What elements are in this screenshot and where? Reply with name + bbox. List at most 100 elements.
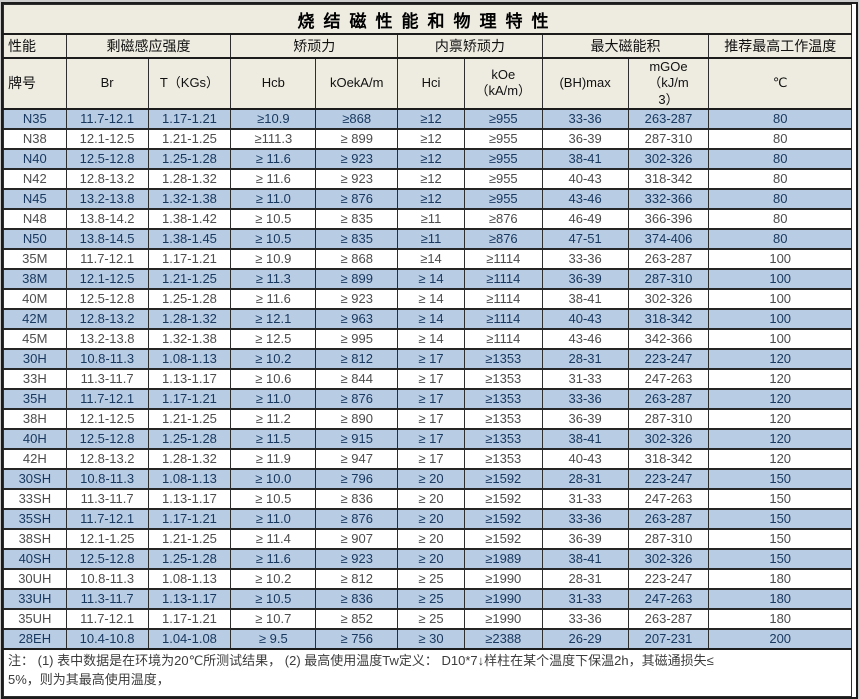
value-cell: 247-263 bbox=[627, 487, 710, 510]
value-cell: ≥11 bbox=[397, 227, 465, 250]
value-cell: ≥ 923 bbox=[315, 147, 399, 170]
value-cell: 200 bbox=[708, 627, 852, 650]
table-row: 38H 12.1-12.5 1.21-1.25 ≥ 11.2 ≥ 890 ≥ 17 ≥135… bbox=[3, 407, 852, 430]
value-cell: 80 bbox=[708, 127, 852, 150]
value-cell: 1.17-1.21 bbox=[147, 387, 232, 410]
value-cell: ≥ 14 bbox=[397, 267, 465, 290]
grade-cell: 38SH bbox=[3, 527, 67, 550]
header-hcb: Hcb bbox=[230, 57, 317, 110]
value-cell: 1.28-1.32 bbox=[147, 307, 232, 330]
value-cell: 1.32-1.38 bbox=[147, 187, 232, 210]
value-cell: 10.8-11.3 bbox=[65, 567, 149, 590]
grade-cell: N35 bbox=[3, 107, 67, 130]
value-cell: ≥ 947 bbox=[315, 447, 399, 470]
grade-cell: 35H bbox=[3, 387, 67, 410]
value-cell: 1.21-1.25 bbox=[147, 267, 232, 290]
value-cell: 80 bbox=[708, 187, 852, 210]
grade-cell: 45M bbox=[3, 327, 67, 350]
value-cell: ≥ 876 bbox=[315, 507, 399, 530]
value-cell: 263-287 bbox=[627, 387, 710, 410]
grade-cell: 40SH bbox=[3, 547, 67, 570]
grade-cell: 35SH bbox=[3, 507, 67, 530]
value-cell: 12.5-12.8 bbox=[65, 427, 149, 450]
value-cell: 11.7-12.1 bbox=[65, 607, 149, 630]
table-row: 35UH 11.7-12.1 1.17-1.21 ≥ 10.7 ≥ 852 ≥ 25 ≥19… bbox=[3, 607, 852, 630]
value-cell: ≥ 14 bbox=[397, 287, 465, 310]
value-cell: 263-287 bbox=[627, 507, 710, 530]
table-row: 33H 11.3-11.7 1.13-1.17 ≥ 10.6 ≥ 844 ≥ 17 ≥135… bbox=[3, 367, 852, 390]
value-cell: 28-31 bbox=[541, 347, 629, 370]
value-cell: 13.8-14.2 bbox=[65, 207, 149, 230]
value-cell: ≥ 835 bbox=[315, 227, 399, 250]
header-group-remanence: 剩磁感应强度 bbox=[65, 33, 232, 59]
value-cell: 263-287 bbox=[627, 107, 710, 130]
value-cell: 287-310 bbox=[627, 127, 710, 150]
table-row: 35SH 11.7-12.1 1.17-1.21 ≥ 11.0 ≥ 876 ≥ 20 ≥15… bbox=[3, 507, 852, 530]
value-cell: ≥ 10.7 bbox=[230, 607, 317, 630]
value-cell: ≥11 bbox=[397, 207, 465, 230]
value-cell: ≥ 812 bbox=[315, 567, 399, 590]
value-cell: 100 bbox=[708, 327, 852, 350]
value-cell: 31-33 bbox=[541, 587, 629, 610]
table-row: 38SH 12.1-1.25 1.21-1.25 ≥ 11.4 ≥ 907 ≥ 20 ≥15… bbox=[3, 527, 852, 550]
grade-cell: 42M bbox=[3, 307, 67, 330]
value-cell: ≥ 10.5 bbox=[230, 487, 317, 510]
value-cell: ≥ 17 bbox=[397, 387, 465, 410]
value-cell: 10.8-11.3 bbox=[65, 467, 149, 490]
title-row: 烧结磁性能和物理特性 bbox=[3, 4, 852, 35]
value-cell: 120 bbox=[708, 407, 852, 430]
header-bhmax: (BH)max bbox=[541, 57, 629, 110]
value-cell: 80 bbox=[708, 107, 852, 130]
value-cell: ≥1114 bbox=[463, 287, 543, 310]
table-header: 烧结磁性能和物理特性 性能 剩磁感应强度 矫顽力 内禀矫顽力 最大磁能积 推荐最… bbox=[3, 4, 852, 110]
value-cell: ≥1592 bbox=[463, 527, 543, 550]
table-row: 42H 12.8-13.2 1.28-1.32 ≥ 11.9 ≥ 947 ≥ 17 ≥135… bbox=[3, 447, 852, 470]
value-cell: ≥ 899 bbox=[315, 127, 399, 150]
value-cell: ≥ 836 bbox=[315, 487, 399, 510]
value-cell: ≥955 bbox=[463, 127, 543, 150]
value-cell: ≥ 10.5 bbox=[230, 587, 317, 610]
value-cell: ≥2388 bbox=[463, 627, 543, 650]
value-cell: 120 bbox=[708, 447, 852, 470]
header-group-coercivity: 矫顽力 bbox=[230, 33, 399, 59]
value-cell: ≥ 10.9 bbox=[230, 247, 317, 270]
value-cell: ≥12 bbox=[397, 107, 465, 130]
value-cell: 302-326 bbox=[627, 287, 710, 310]
value-cell: 1.08-1.13 bbox=[147, 347, 232, 370]
value-cell: ≥ 11.0 bbox=[230, 507, 317, 530]
value-cell: 33-36 bbox=[541, 507, 629, 530]
grade-cell: 35M bbox=[3, 247, 67, 270]
table-footer: 注： (1) 表中数据是在环境为20℃所测试结果， (2) 最高使用温度Tw定义… bbox=[3, 647, 852, 697]
value-cell: ≥1114 bbox=[463, 247, 543, 270]
value-cell: 38-41 bbox=[541, 427, 629, 450]
note-row: 注： (1) 表中数据是在环境为20℃所测试结果， (2) 最高使用温度Tw定义… bbox=[3, 647, 852, 697]
value-cell: 1.17-1.21 bbox=[147, 607, 232, 630]
value-cell: 1.38-1.42 bbox=[147, 207, 232, 230]
value-cell: ≥ 868 bbox=[315, 247, 399, 270]
header-hci: Hci bbox=[397, 57, 465, 110]
value-cell: ≥1114 bbox=[463, 307, 543, 330]
value-cell: 100 bbox=[708, 287, 852, 310]
value-cell: 11.3-11.7 bbox=[65, 587, 149, 610]
grade-cell: N48 bbox=[3, 207, 67, 230]
value-cell: ≥ 756 bbox=[315, 627, 399, 650]
value-cell: 11.3-11.7 bbox=[65, 367, 149, 390]
value-cell: 12.8-13.2 bbox=[65, 167, 149, 190]
value-cell: ≥ 10.6 bbox=[230, 367, 317, 390]
grade-cell: 30SH bbox=[3, 467, 67, 490]
header-grade: 牌号 bbox=[3, 57, 67, 110]
value-cell: 13.2-13.8 bbox=[65, 187, 149, 210]
value-cell: 1.13-1.17 bbox=[147, 587, 232, 610]
value-cell: ≥12 bbox=[397, 187, 465, 210]
group-header-row: 性能 剩磁感应强度 矫顽力 内禀矫顽力 最大磁能积 推荐最高工作温度 bbox=[3, 33, 852, 59]
header-performance: 性能 bbox=[3, 33, 67, 59]
value-cell: 36-39 bbox=[541, 267, 629, 290]
value-cell: 12.5-12.8 bbox=[65, 147, 149, 170]
value-cell: 80 bbox=[708, 227, 852, 250]
value-cell: ≥ 844 bbox=[315, 367, 399, 390]
value-cell: ≥ 907 bbox=[315, 527, 399, 550]
value-cell: 28-31 bbox=[541, 567, 629, 590]
value-cell: 36-39 bbox=[541, 527, 629, 550]
header-t-kgs: T（KGs） bbox=[147, 57, 232, 110]
